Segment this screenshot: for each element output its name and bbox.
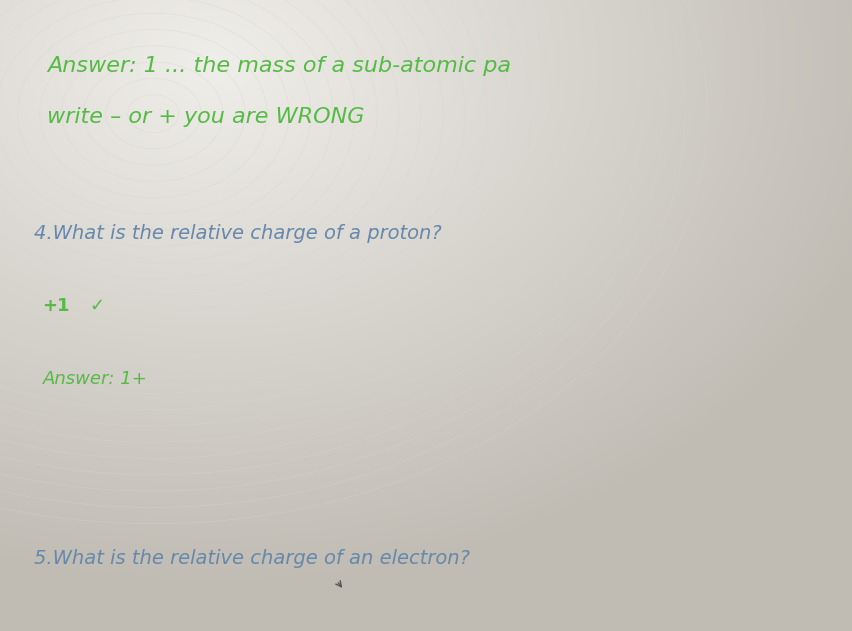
Text: Answer: 1+: Answer: 1+ [43,370,147,387]
Text: write – or + you are WRONG: write – or + you are WRONG [47,107,365,127]
Text: 4.What is the relative charge of a proton?: 4.What is the relative charge of a proto… [34,224,442,243]
Text: +1: +1 [43,297,70,315]
Text: 5.What is the relative charge of an electron?: 5.What is the relative charge of an elec… [34,549,470,568]
Text: Answer: 1 ... the mass of a sub-atomic pa: Answer: 1 ... the mass of a sub-atomic p… [47,56,511,76]
Text: ✓: ✓ [89,297,105,315]
